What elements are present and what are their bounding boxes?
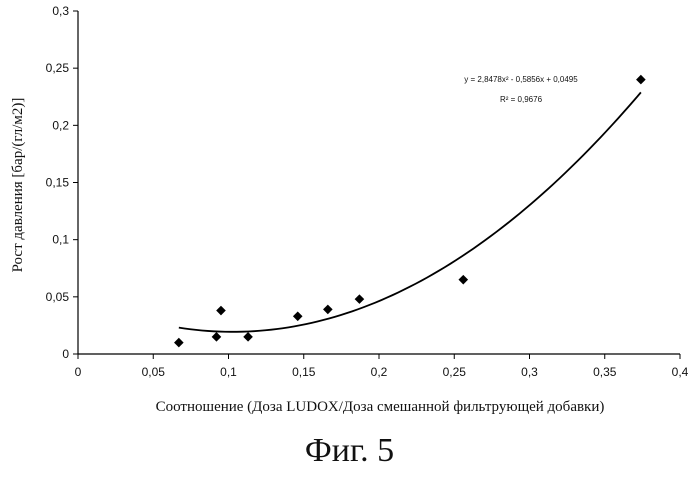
figure-caption: Фиг. 5 — [0, 432, 699, 470]
x-tick-label: 0,3 — [521, 365, 538, 379]
y-tick-label: 0,1 — [52, 233, 69, 247]
data-point — [323, 305, 333, 315]
data-points — [174, 75, 646, 348]
x-tick-label: 0 — [75, 365, 82, 379]
y-tick-label: 0,2 — [52, 118, 69, 132]
y-tick-label: 0,25 — [46, 61, 70, 75]
x-tick-label: 0,05 — [142, 365, 166, 379]
x-axis-title: Соотношение (Доза LUDOX/Доза смешанной ф… — [156, 399, 605, 415]
axes — [78, 11, 680, 354]
data-point — [212, 332, 222, 342]
data-point — [216, 306, 226, 316]
x-tick-label: 0,1 — [220, 365, 237, 379]
scatter-chart: 0 0,05 0,1 0,15 0,2 0,25 0,3 0 0,05 0,1 0,15 0,2 0,… — [0, 0, 699, 430]
y-tick-label: 0,05 — [46, 290, 70, 304]
y-axis-title: Рост давления [бар/(гл/м2)] — [10, 98, 26, 273]
data-point — [636, 75, 646, 85]
trendline — [179, 92, 641, 331]
data-point — [293, 311, 303, 321]
r-squared-label: R² = 0,9676 — [500, 95, 543, 104]
data-point — [458, 275, 468, 285]
trendline-equation: y = 2,8478x² - 0,5856x + 0,0495 — [464, 75, 578, 84]
x-tick-label: 0,2 — [371, 365, 388, 379]
data-point — [243, 332, 253, 342]
y-axis-ticks: 0 0,05 0,1 0,15 0,2 0,25 0,3 — [46, 4, 78, 361]
y-tick-label: 0,3 — [52, 4, 69, 18]
x-axis-ticks: 0 0,05 0,1 0,15 0,2 0,25 0,3 0,35 0,4 — [75, 354, 689, 379]
y-tick-label: 0,15 — [46, 176, 70, 190]
x-tick-label: 0,15 — [292, 365, 316, 379]
x-tick-label: 0,35 — [593, 365, 617, 379]
data-point — [174, 338, 184, 348]
y-tick-label: 0 — [62, 347, 69, 361]
x-tick-label: 0,25 — [443, 365, 467, 379]
x-tick-label: 0,4 — [672, 365, 689, 379]
data-point — [355, 294, 365, 304]
